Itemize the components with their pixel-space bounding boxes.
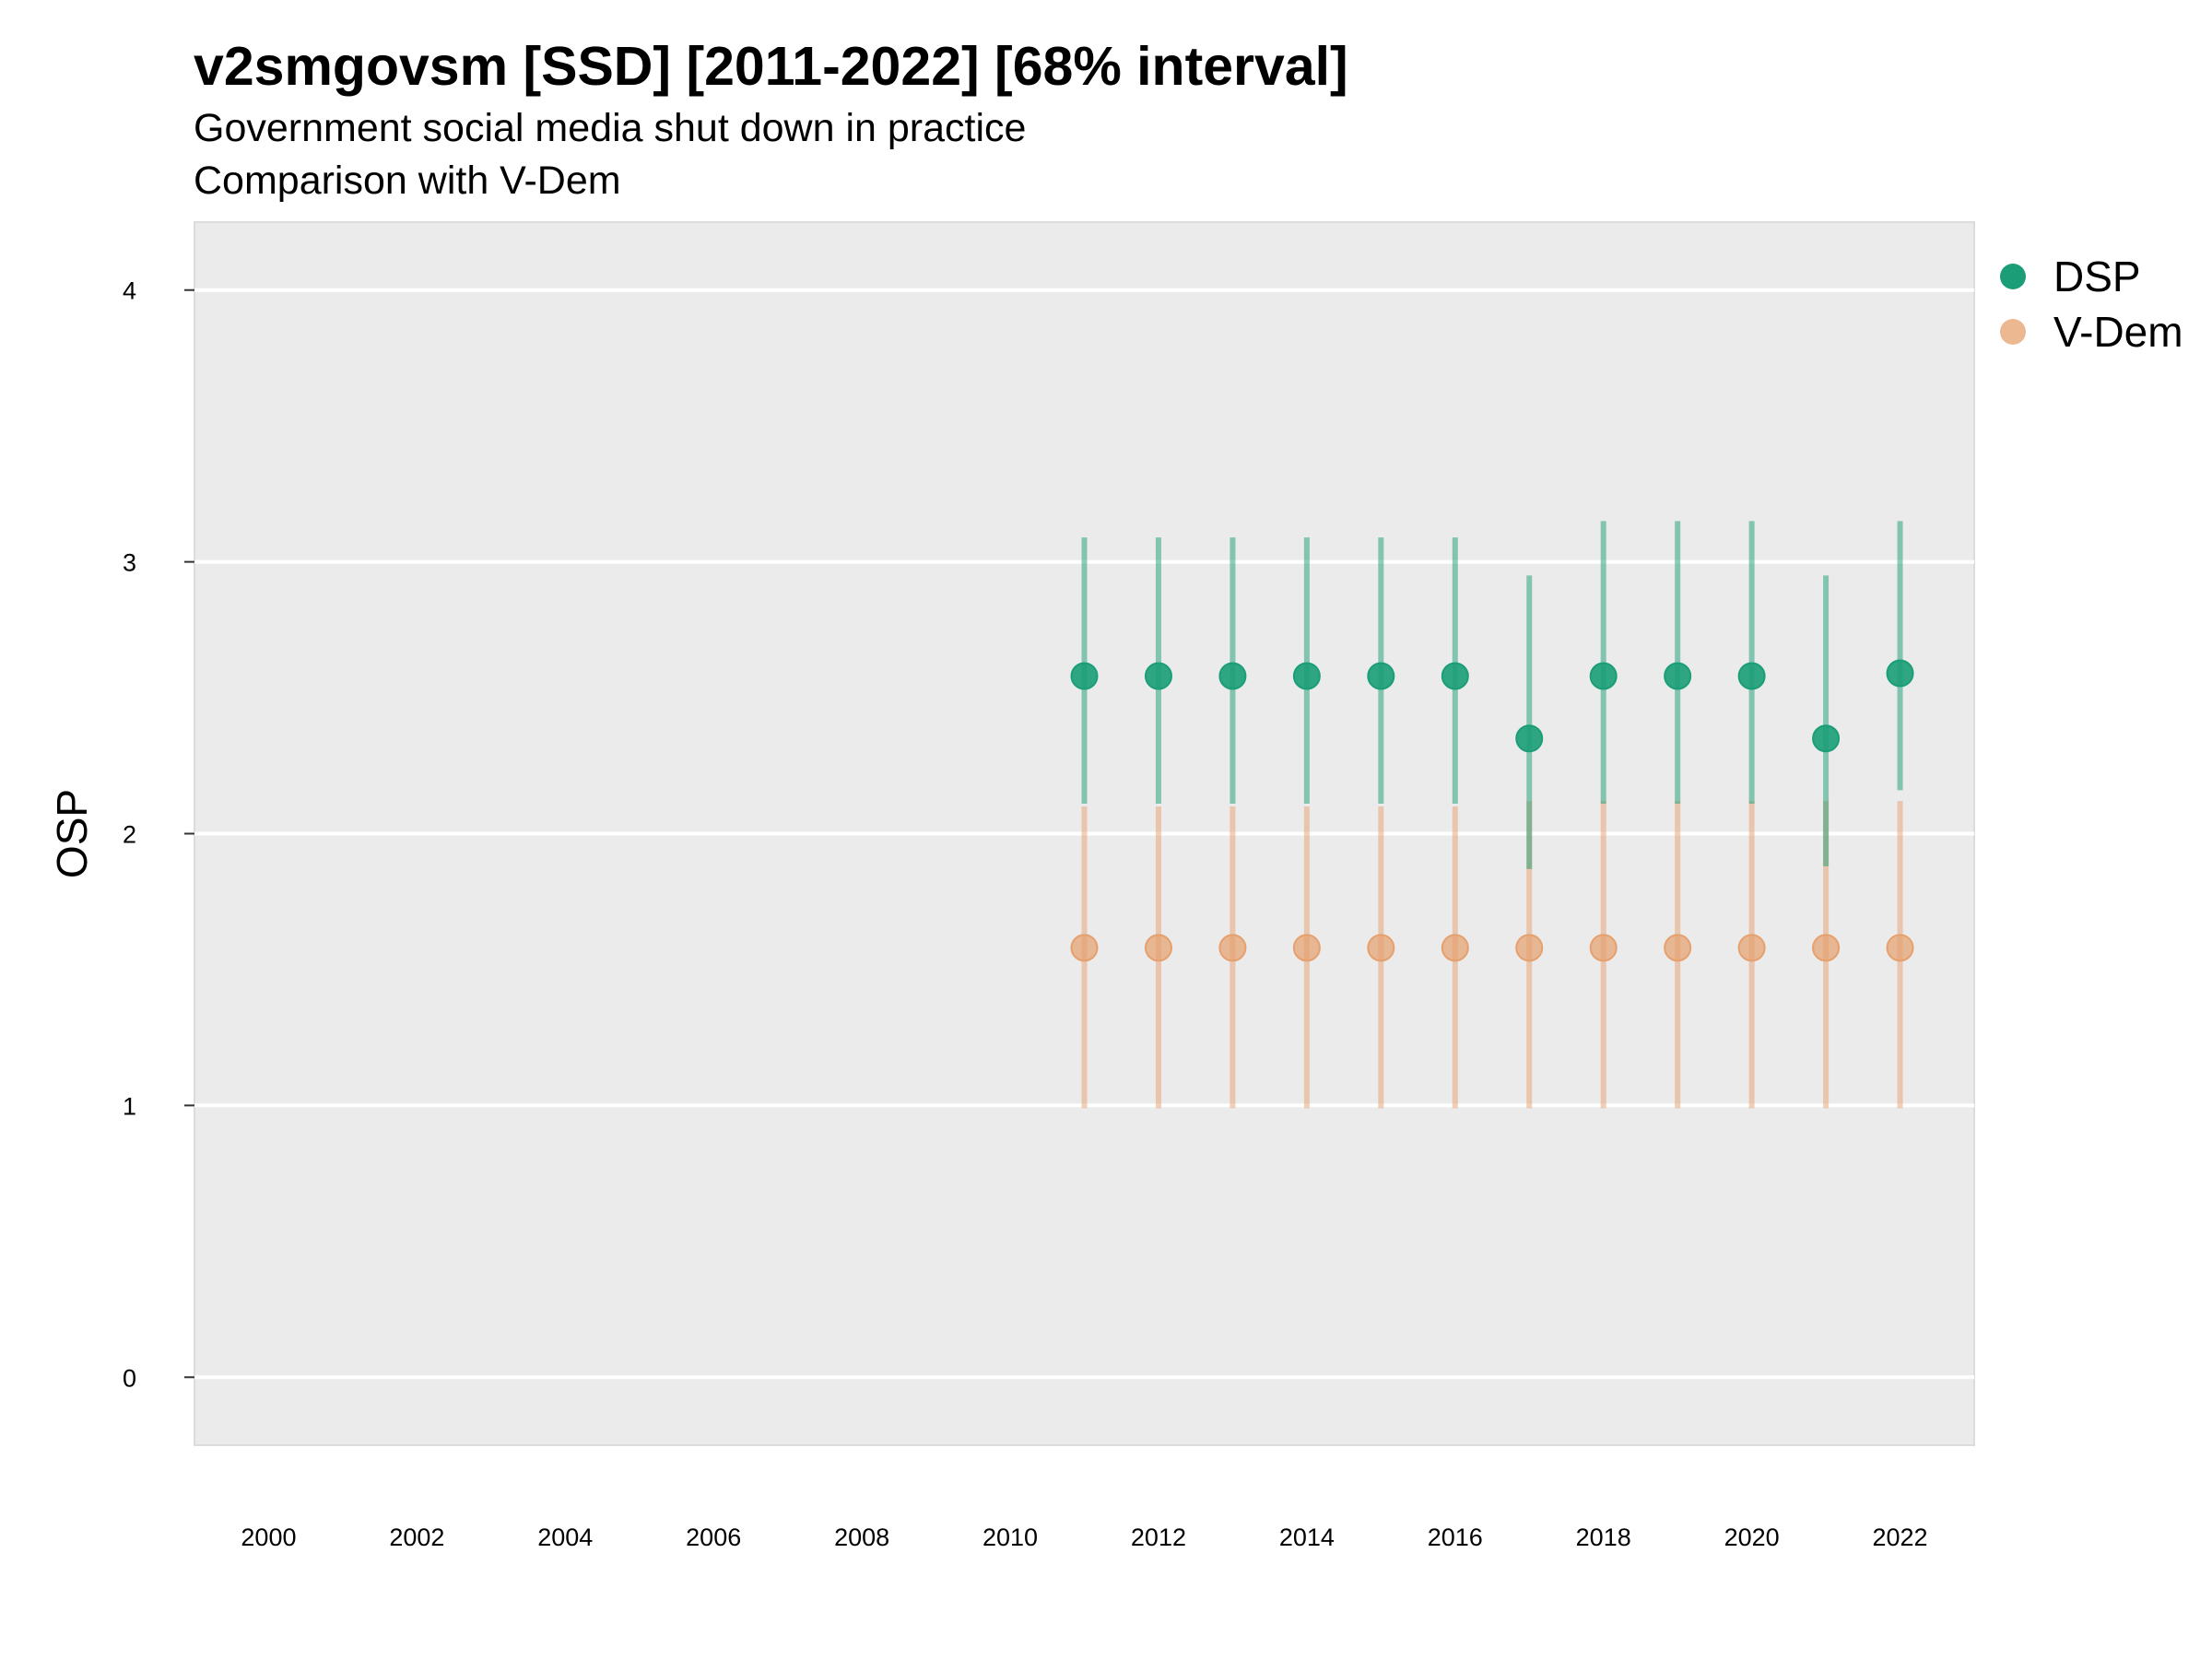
- y-axis-label: OSP: [48, 789, 96, 878]
- chart-title: v2smgovsm [SSD] [2011-2022] [68% interva…: [194, 36, 1348, 97]
- point-dsp-2021: [1812, 724, 1841, 753]
- point-dsp-2017: [1515, 724, 1544, 753]
- point-vdem-2011: [1070, 934, 1099, 962]
- x-tick-label-2012: 2012: [1131, 1524, 1186, 1551]
- point-vdem-2016: [1441, 934, 1469, 962]
- x-tick-label-2014: 2014: [1279, 1524, 1335, 1551]
- y-tick-label-2: 2: [123, 821, 136, 849]
- point-dsp-2015: [1367, 662, 1395, 690]
- y-tick-label-0: 0: [123, 1364, 136, 1392]
- point-dsp-2016: [1441, 662, 1469, 690]
- point-vdem-2019: [1664, 934, 1692, 962]
- x-tick-label-2002: 2002: [389, 1524, 444, 1551]
- point-vdem-2020: [1737, 934, 1766, 962]
- point-dsp-2012: [1144, 662, 1172, 690]
- legend-key-vdem: [2000, 319, 2026, 345]
- point-vdem-2015: [1367, 934, 1395, 962]
- point-vdem-2017: [1515, 934, 1544, 962]
- x-tick-label-2008: 2008: [834, 1524, 889, 1551]
- point-vdem-2012: [1144, 934, 1172, 962]
- point-vdem-2021: [1812, 934, 1841, 962]
- x-tick-label-2022: 2022: [1873, 1524, 1928, 1551]
- x-tick-label-2010: 2010: [982, 1524, 1038, 1551]
- point-dsp-2013: [1218, 662, 1247, 690]
- legend-label-vdem: V-Dem: [2053, 308, 2183, 356]
- point-dsp-2014: [1292, 662, 1321, 690]
- point-dsp-2018: [1589, 662, 1618, 690]
- x-tick-label-2006: 2006: [686, 1524, 741, 1551]
- point-dsp-2022: [1886, 659, 1914, 688]
- x-tick-label-2016: 2016: [1428, 1524, 1483, 1551]
- point-vdem-2014: [1292, 934, 1321, 962]
- legend-label-dsp: DSP: [2053, 253, 2141, 300]
- y-axis-ticks: 0 1 2 3 4: [123, 277, 194, 1392]
- point-dsp-2011: [1070, 662, 1099, 690]
- point-dsp-2020: [1737, 662, 1766, 690]
- legend-key-dsp: [2000, 264, 2026, 289]
- chart-subtitle-comparison: Comparison with V-Dem: [194, 159, 621, 203]
- x-tick-label-2020: 2020: [1724, 1524, 1780, 1551]
- x-tick-label-2018: 2018: [1576, 1524, 1631, 1551]
- point-vdem-2013: [1218, 934, 1247, 962]
- legend: DSP V-Dem: [2000, 249, 2183, 359]
- data-points: [1070, 659, 1914, 962]
- x-axis-ticks: 2000 2002 2004 2006 2008 2010 2012 2014 2016 2018…: [241, 1524, 1927, 1551]
- x-tick-label-2000: 2000: [241, 1524, 296, 1551]
- chart-subtitle: Government social media shut down in pra…: [194, 106, 1027, 150]
- legend-item-vdem: V-Dem: [2000, 304, 2183, 359]
- y-tick-label-4: 4: [123, 277, 136, 305]
- point-vdem-2022: [1886, 934, 1914, 962]
- point-dsp-2019: [1664, 662, 1692, 690]
- x-tick-label-2004: 2004: [537, 1524, 593, 1551]
- point-vdem-2018: [1589, 934, 1618, 962]
- y-tick-label-1: 1: [123, 1092, 136, 1120]
- y-tick-label-3: 3: [123, 549, 136, 577]
- legend-item-dsp: DSP: [2000, 249, 2183, 304]
